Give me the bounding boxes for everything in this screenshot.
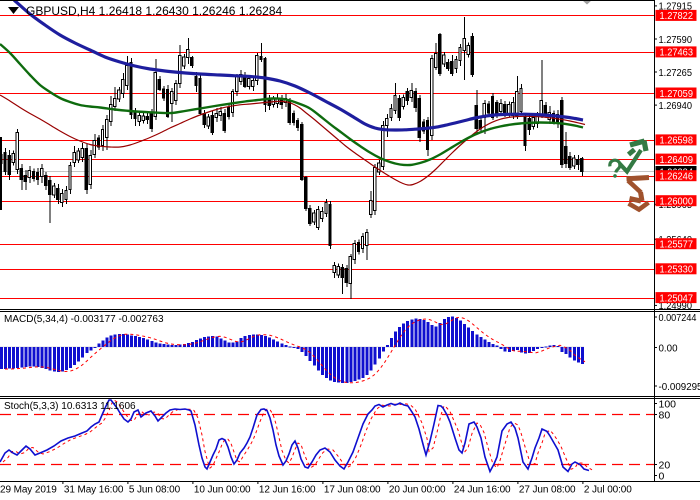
svg-text:20: 20	[659, 459, 671, 471]
svg-text:80: 80	[659, 409, 671, 421]
svg-text:1.26598: 1.26598	[660, 135, 694, 147]
svg-text:2 Jul 00:00: 2 Jul 00:00	[584, 485, 632, 496]
svg-text:-0.009295: -0.009295	[659, 381, 700, 393]
svg-text:MACD(5,34,4) -0.003177 -0.0027: MACD(5,34,4) -0.003177 -0.002763	[4, 314, 164, 325]
svg-text:1.26000: 1.26000	[660, 196, 694, 208]
svg-text:20 Jun 00:00: 20 Jun 00:00	[389, 485, 446, 496]
svg-text:1.27915: 1.27915	[659, 1, 693, 13]
svg-text:1.25047: 1.25047	[660, 292, 694, 304]
svg-text:0: 0	[659, 470, 665, 482]
svg-text:17 Jun 08:00: 17 Jun 08:00	[324, 485, 381, 496]
svg-text:12 Jun 16:00: 12 Jun 16:00	[259, 485, 316, 496]
svg-text:1.24990: 1.24990	[659, 300, 693, 312]
svg-text:1.26246: 1.26246	[660, 171, 694, 183]
svg-text:31 May 16:00: 31 May 16:00	[64, 485, 124, 496]
svg-text:1.27463: 1.27463	[660, 47, 694, 59]
svg-text:1.26940: 1.26940	[659, 100, 693, 112]
svg-text:0.00: 0.00	[659, 342, 678, 354]
svg-text:1.27265: 1.27265	[659, 67, 693, 79]
svg-text:0.007244: 0.007244	[659, 312, 697, 324]
svg-text:1.26409: 1.26409	[660, 154, 694, 166]
svg-text:10 Jun 00:00: 10 Jun 00:00	[194, 485, 251, 496]
svg-text:1.27059: 1.27059	[660, 88, 694, 100]
svg-text:29 May 2019: 29 May 2019	[0, 485, 57, 496]
svg-text:27 Jun 08:00: 27 Jun 08:00	[519, 485, 576, 496]
svg-text:100: 100	[659, 398, 677, 410]
svg-text:1.27822: 1.27822	[660, 10, 694, 22]
svg-text:Stoch(5,3,3) 10.6313 11.1606: Stoch(5,3,3) 10.6313 11.1606	[4, 401, 136, 412]
svg-text:24 Jun 16:00: 24 Jun 16:00	[454, 485, 511, 496]
svg-text:5 Jun 08:00: 5 Jun 08:00	[129, 485, 181, 496]
svg-text:1.25330: 1.25330	[660, 264, 694, 276]
svg-text:1.27590: 1.27590	[659, 34, 693, 46]
svg-text:GBPUSD,H4 1.26418 1.26430 1.2: GBPUSD,H4 1.26418 1.26430 1.26246 1.2628…	[26, 4, 283, 18]
svg-text:1.25577: 1.25577	[660, 239, 694, 251]
